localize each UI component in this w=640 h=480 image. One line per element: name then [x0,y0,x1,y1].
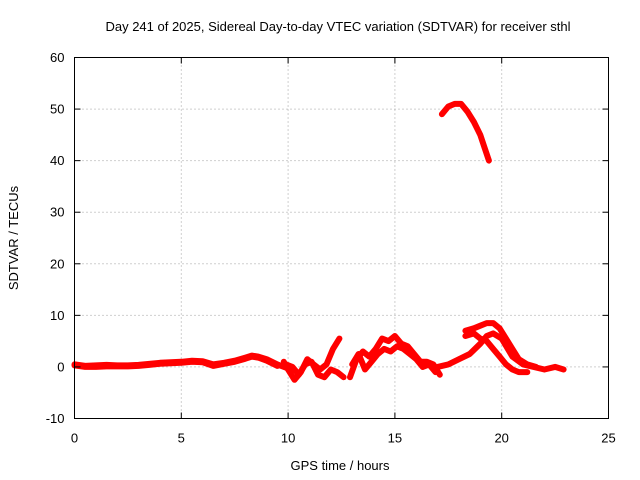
y-tick-label: 0 [57,359,64,374]
series-line-sthl-high-arc [438,100,492,164]
y-tick-label: -10 [46,411,65,426]
series-line-sthl-baseline-2 [71,353,281,370]
series-line-sthl-segment-13 [347,333,443,381]
y-tick-label: 20 [50,256,64,271]
x-tick-label: 5 [178,431,185,446]
x-tick-label: 10 [281,431,295,446]
chart-title: Day 241 of 2025, Sidereal Day-to-day VTE… [105,19,570,34]
x-tick-label: 15 [388,431,402,446]
y-axis-label: SDTVAR / TECUs [6,185,21,290]
grid-layer [74,57,609,419]
tick-layer: 0 5 10 15 20 25 -10 0 10 20 30 40 50 60 [46,50,616,446]
x-tick-label: 20 [494,431,508,446]
series-line-sthl-segment-17 [434,330,567,373]
plot-frame [74,57,609,419]
series-layer [71,100,567,383]
series-line-sthl-segment-19-upper [462,320,539,370]
y-tick-label: 10 [50,308,64,323]
x-tick-label: 25 [601,431,615,446]
y-tick-label: 50 [50,102,64,117]
x-axis-label: GPS time / hours [291,458,390,473]
y-tick-label: 60 [50,50,64,65]
y-tick-label: 30 [50,205,64,220]
x-tick-label: 0 [71,431,78,446]
series-line-sthl-segment-10b [283,358,347,381]
series-line-sthl-segment-19-lower [462,330,531,376]
y-tick-label: 40 [50,153,64,168]
series-line-sthl-segment-13b [349,343,439,376]
